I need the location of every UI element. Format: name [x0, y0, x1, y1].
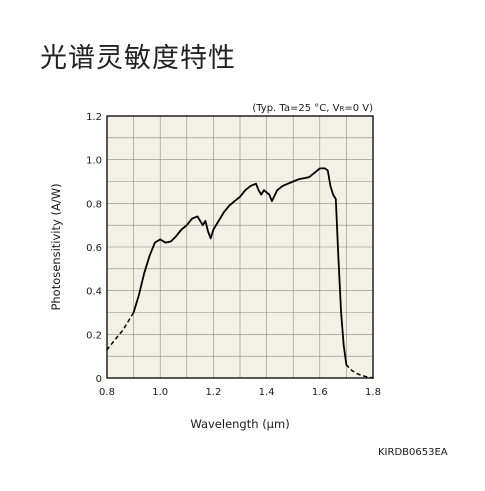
y-tick-label: 0.2 [86, 330, 102, 341]
y-tick-labels: 0 0.2 0.4 0.6 0.8 1.0 1.2 [86, 112, 102, 385]
x-tick-label: 1.0 [152, 387, 168, 398]
y-tick-label: 0.6 [86, 243, 102, 254]
x-tick-label: 1.4 [259, 387, 275, 398]
x-tick-label: 1.2 [205, 387, 221, 398]
figure-code: KIRDB0653EA [378, 447, 448, 458]
curves [106, 167, 374, 379]
response-curve-extrapolated [345, 364, 374, 379]
y-axis-label: Photosensitivity (A/W) [49, 183, 63, 310]
y-tick-label: 1.0 [86, 156, 102, 167]
x-axis-label: Wavelength (μm) [190, 417, 289, 431]
x-tick-label: 0.8 [99, 387, 115, 398]
y-tick-label: 1.2 [86, 112, 102, 123]
x-tick-labels: 0.8 1.0 1.2 1.4 1.6 1.8 [99, 387, 381, 398]
y-tick-label: 0.4 [86, 287, 102, 298]
y-tick-label: 0.8 [86, 199, 102, 210]
response-curve-extrapolated [106, 311, 135, 351]
x-tick-label: 1.6 [312, 387, 328, 398]
page-title: 光谱灵敏度特性 [40, 43, 236, 74]
y-tick-label: 0 [96, 374, 102, 385]
response-curve-measured [132, 167, 348, 366]
plot-frame [106, 115, 374, 379]
grid-lines [107, 116, 373, 378]
x-tick-label: 1.8 [365, 387, 381, 398]
condition-label: (Typ. Ta=25 °C, VR=0 V) [252, 103, 373, 114]
